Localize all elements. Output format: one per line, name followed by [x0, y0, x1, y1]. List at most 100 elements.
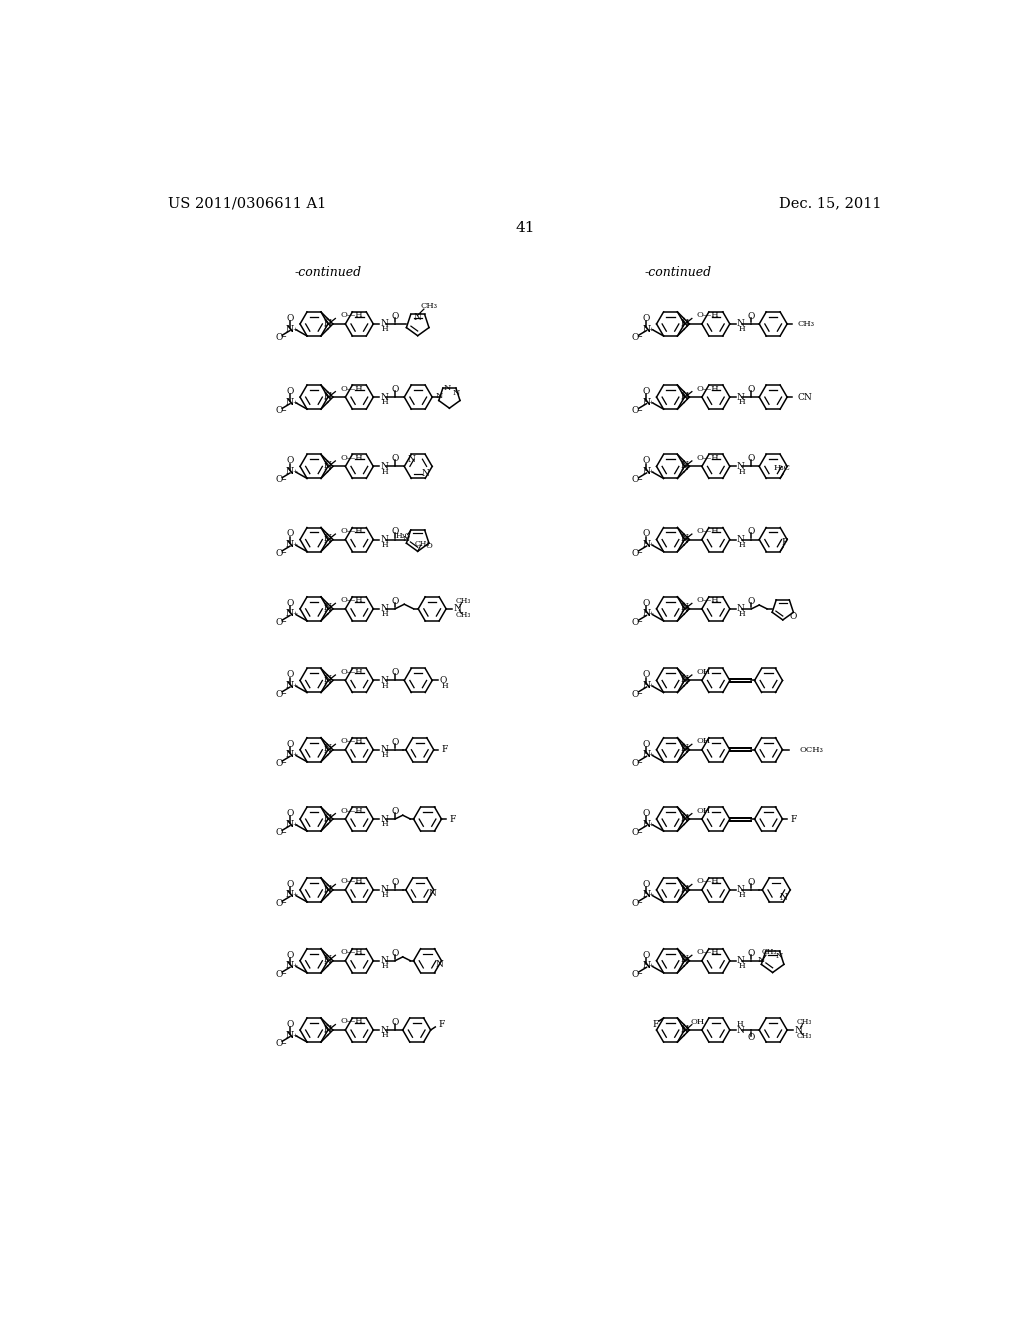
Text: N: N	[324, 1024, 332, 1034]
Text: N: N	[324, 956, 332, 965]
Text: O: O	[275, 828, 283, 837]
Text: N: N	[680, 393, 688, 403]
Text: N: N	[642, 467, 650, 477]
Text: -continued: -continued	[294, 265, 361, 279]
Text: N: N	[324, 677, 332, 686]
Text: H: H	[738, 610, 744, 618]
Text: −: −	[280, 829, 286, 836]
Text: N: N	[642, 961, 650, 970]
Text: O: O	[748, 1034, 755, 1043]
Text: O: O	[643, 457, 650, 465]
Text: −: −	[280, 619, 286, 626]
Text: O: O	[643, 950, 650, 960]
Text: O—H: O—H	[340, 878, 362, 886]
Text: N: N	[736, 535, 744, 544]
Text: N: N	[435, 392, 442, 400]
Text: O: O	[275, 759, 283, 768]
Text: N: N	[380, 392, 388, 401]
Text: O: O	[748, 454, 755, 463]
Text: −: −	[637, 619, 642, 626]
Text: +: +	[292, 1032, 297, 1038]
Text: N: N	[680, 956, 688, 965]
Text: +: +	[648, 543, 653, 546]
Text: O: O	[275, 618, 283, 627]
Text: O: O	[643, 529, 650, 539]
Text: N: N	[642, 397, 650, 407]
Text: −: −	[280, 972, 286, 977]
Text: N: N	[680, 392, 688, 401]
Text: N: N	[680, 318, 688, 327]
Text: O—H: O—H	[696, 454, 719, 462]
Text: N: N	[736, 392, 744, 401]
Text: +: +	[648, 964, 653, 969]
Text: O: O	[632, 549, 639, 557]
Text: −: −	[280, 550, 286, 556]
Text: O—H: O—H	[696, 597, 719, 605]
Text: N: N	[380, 676, 388, 685]
Text: O: O	[287, 457, 294, 465]
Text: O: O	[643, 879, 650, 888]
Text: N: N	[642, 820, 650, 829]
Text: N: N	[286, 325, 294, 334]
Text: O: O	[275, 407, 283, 416]
Text: H₃C: H₃C	[773, 463, 791, 471]
Text: N: N	[642, 681, 650, 690]
Text: O—H: O—H	[696, 312, 719, 319]
Text: O: O	[748, 312, 755, 321]
Text: N: N	[680, 536, 688, 545]
Text: −: −	[280, 334, 286, 341]
Text: O: O	[287, 671, 294, 680]
Text: H: H	[382, 1031, 388, 1039]
Text: N: N	[779, 892, 787, 902]
Text: N: N	[680, 813, 688, 822]
Text: O: O	[748, 949, 755, 957]
Text: N: N	[642, 891, 650, 899]
Text: −: −	[637, 477, 642, 483]
Text: N: N	[324, 463, 332, 471]
Text: H: H	[382, 541, 388, 549]
Text: +: +	[648, 821, 653, 826]
Text: N: N	[286, 681, 294, 690]
Text: −: −	[637, 829, 642, 836]
Text: N: N	[408, 454, 415, 463]
Text: −: −	[280, 900, 286, 907]
Text: O: O	[790, 611, 797, 620]
Text: CH₃: CH₃	[420, 302, 437, 310]
Text: N: N	[680, 886, 688, 895]
Text: N: N	[380, 746, 388, 754]
Text: O—H: O—H	[696, 384, 719, 392]
Text: N: N	[324, 393, 332, 403]
Text: -continued: -continued	[645, 265, 712, 279]
Text: OH: OH	[696, 807, 711, 814]
Text: H: H	[382, 891, 388, 899]
Text: −: −	[637, 690, 642, 697]
Text: H: H	[382, 821, 388, 829]
Text: +: +	[292, 682, 297, 688]
Text: CN: CN	[798, 392, 813, 401]
Text: N: N	[286, 397, 294, 407]
Text: N: N	[324, 675, 332, 684]
Text: O—H: O—H	[340, 1018, 362, 1026]
Text: N: N	[680, 321, 688, 329]
Text: N: N	[324, 1027, 332, 1035]
Text: H: H	[738, 467, 744, 475]
Text: N: N	[436, 960, 443, 969]
Text: N: N	[380, 605, 388, 614]
Text: H: H	[382, 751, 388, 759]
Text: O: O	[632, 618, 639, 627]
Text: N: N	[324, 957, 332, 966]
Text: N: N	[736, 605, 744, 614]
Text: O: O	[439, 676, 446, 685]
Text: O: O	[391, 738, 398, 747]
Text: −: −	[280, 760, 286, 767]
Text: O: O	[287, 809, 294, 818]
Text: O—H: O—H	[340, 384, 362, 392]
Text: +: +	[648, 469, 653, 474]
Text: O: O	[275, 549, 283, 557]
Text: N: N	[736, 1026, 744, 1035]
Text: +: +	[648, 400, 653, 405]
Text: N: N	[380, 1026, 388, 1035]
Text: OH: OH	[696, 668, 711, 676]
Text: H: H	[382, 325, 388, 334]
Text: O: O	[287, 387, 294, 396]
